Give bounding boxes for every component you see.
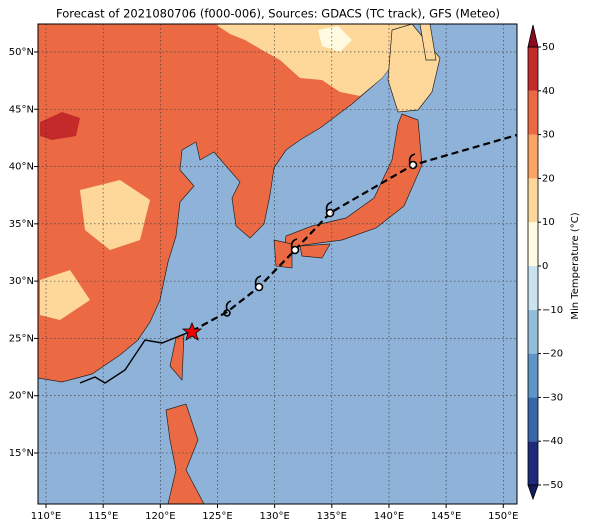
- lon-tick-label: 130°E: [259, 511, 289, 522]
- colorbar-segment: [528, 222, 538, 266]
- map-title: Forecast of 2021080706 (f000-006), Sourc…: [56, 7, 500, 21]
- lon-tick-label: 125°E: [202, 511, 232, 522]
- colorbar-tick-label: 30: [542, 130, 555, 141]
- colorbar-tick-label: 40: [542, 86, 555, 97]
- colorbar-tick-label: −20: [542, 349, 563, 360]
- colorbar-segment: [528, 266, 538, 310]
- colorbar-tick-label: −10: [542, 305, 563, 316]
- warm-patch: [40, 270, 90, 320]
- colorbar-tick-label: 20: [542, 173, 555, 184]
- colorbar-segment: [528, 178, 538, 223]
- map-frame: [37, 23, 518, 505]
- colorbar-tick-label: −50: [542, 480, 563, 491]
- kyushu: [273, 239, 293, 269]
- colorbar-over: [527, 24, 539, 48]
- lat-tick-label: 50°N: [9, 47, 34, 58]
- colorbar-under: [527, 484, 539, 501]
- colorbar-segment: [528, 134, 538, 179]
- colorbar-tick-label: 0: [542, 261, 548, 272]
- warm-patch: [80, 180, 150, 250]
- colorbar-segment: [528, 90, 538, 135]
- lon-tick-label: 140°E: [374, 511, 404, 522]
- colorbar-segment: [528, 309, 538, 354]
- map-area: [38, 24, 517, 504]
- warm-patch: [215, 24, 412, 96]
- storm-symbols: [223, 153, 418, 317]
- lon-tick-label: 120°E: [145, 511, 175, 522]
- lat-tick-label: 45°N: [9, 104, 34, 115]
- lon-tick-label: 110°E: [31, 511, 61, 522]
- colorbar-label: Min Temperature (°C): [570, 212, 581, 319]
- lat-tick-label: 25°N: [9, 333, 34, 344]
- lat-tick-label: 30°N: [9, 276, 34, 287]
- colorbar-segment: [528, 47, 538, 91]
- sakhalin: [419, 24, 437, 61]
- colorbar-tick-label: −30: [542, 392, 563, 403]
- current-position: [181, 321, 203, 341]
- colorbar-tick-label: −40: [542, 436, 563, 447]
- lat-tick-label: 15°N: [9, 448, 34, 459]
- grid: [38, 24, 517, 504]
- colorbar-segment: [528, 441, 538, 485]
- mainland: [38, 24, 413, 383]
- lon-tick-label: 135°E: [317, 511, 347, 522]
- lon-tick-label: 115°E: [88, 511, 118, 522]
- lon-tick-label: 145°E: [431, 511, 461, 522]
- colorbar-segment: [528, 397, 538, 442]
- hot-patch: [40, 112, 80, 140]
- lat-tick-label: 40°N: [9, 162, 34, 173]
- colorbar-segment: [528, 353, 538, 398]
- colorbar-tick-label: 10: [542, 217, 555, 228]
- lat-tick-label: 35°N: [9, 219, 34, 230]
- shikoku: [299, 243, 331, 259]
- lon-tick-label: 150°E: [488, 511, 518, 522]
- lat-tick-label: 20°N: [9, 391, 34, 402]
- philippines: [165, 403, 205, 504]
- past-track: [79, 330, 193, 384]
- colorbar-tick-label: 50: [542, 42, 555, 53]
- cool-patch: [318, 26, 352, 52]
